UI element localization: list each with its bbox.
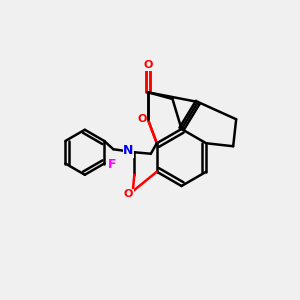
Text: N: N — [123, 144, 134, 157]
Text: O: O — [124, 189, 133, 199]
Text: F: F — [108, 158, 116, 172]
Text: O: O — [143, 60, 152, 70]
Text: O: O — [137, 114, 146, 124]
